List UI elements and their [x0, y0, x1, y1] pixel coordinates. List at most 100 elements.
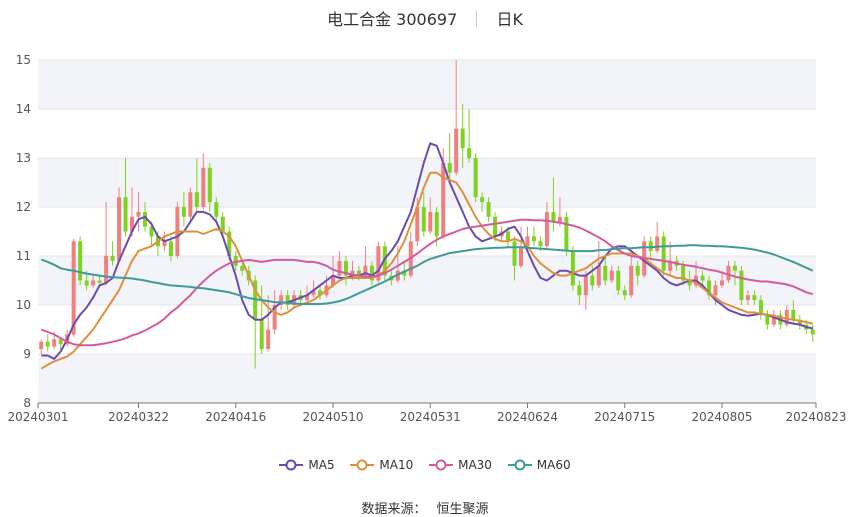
candle: [531, 226, 536, 247]
candle: [337, 251, 342, 279]
x-tick-label: 20240805: [691, 410, 752, 424]
candle-body: [123, 197, 128, 232]
candle: [480, 192, 485, 212]
candle-body: [343, 260, 348, 276]
candle-body: [590, 275, 595, 286]
candle-body: [142, 211, 147, 227]
candle: [71, 238, 76, 337]
candle-body: [473, 158, 478, 198]
candle-body: [752, 295, 757, 301]
candle: [318, 285, 323, 301]
y-tick-label: 9: [23, 347, 31, 361]
candle-body: [369, 265, 374, 281]
candle: [123, 158, 128, 237]
candle: [810, 324, 815, 342]
candle: [616, 265, 621, 296]
candle: [129, 187, 135, 237]
legend-item-ma30[interactable]: MA30: [429, 458, 492, 472]
legend-ma60-icon: [507, 459, 532, 471]
legend-label-ma60: MA60: [536, 458, 571, 472]
candle: [201, 153, 206, 210]
candle-body: [428, 211, 433, 232]
candle: [194, 158, 199, 212]
candle-body: [318, 290, 323, 296]
candle: [460, 104, 465, 168]
legend: MA5 MA10 MA30 MA60: [0, 458, 850, 474]
candle-body: [622, 290, 627, 296]
candle: [175, 202, 180, 259]
candle: [188, 187, 193, 222]
candle-body: [700, 275, 705, 281]
candle: [473, 153, 478, 203]
candle: [797, 314, 802, 330]
candle-body: [421, 207, 426, 232]
candle: [512, 236, 517, 281]
title-divider: [476, 11, 478, 27]
candle-body: [668, 260, 673, 271]
candle-body: [732, 265, 737, 271]
candle-body: [771, 314, 776, 325]
candle: [181, 192, 186, 227]
candle-body: [629, 265, 634, 296]
candle-body: [531, 236, 536, 242]
candle: [635, 260, 640, 286]
chart-title: 电工合金 300697 日K: [0, 6, 850, 30]
legend-item-ma60[interactable]: MA60: [507, 458, 571, 472]
candle: [655, 221, 660, 254]
candle-body: [91, 280, 96, 286]
ma-line-ma30: [40, 218, 814, 347]
candle: [104, 202, 109, 286]
candle: [421, 192, 426, 237]
candle-body: [635, 265, 640, 276]
candle-body: [117, 197, 122, 261]
candle-body: [266, 329, 271, 350]
legend-ma30-icon: [429, 459, 454, 471]
candle-body: [45, 341, 50, 347]
candle-body: [681, 265, 686, 281]
candle-body: [330, 275, 336, 286]
candle: [45, 334, 50, 352]
candle: [726, 260, 731, 283]
candle-body: [181, 207, 186, 217]
candle-body: [745, 295, 750, 301]
candle: [39, 339, 44, 354]
candle: [285, 290, 290, 310]
y-tick-label: 14: [16, 102, 31, 116]
candle-body: [758, 300, 763, 315]
candle: [110, 241, 115, 266]
candle-body: [311, 290, 316, 296]
candle: [447, 133, 452, 183]
candle-body: [58, 339, 63, 345]
candle-body: [188, 192, 193, 217]
y-tick-label: 13: [16, 151, 31, 165]
candle-body: [564, 216, 569, 252]
band: [38, 60, 816, 109]
candle-body: [285, 295, 290, 305]
candle-body: [661, 236, 666, 271]
candle-body: [447, 162, 452, 173]
candle-body: [214, 202, 219, 217]
candle-body: [713, 285, 718, 296]
candle: [752, 290, 757, 305]
candle: [168, 236, 173, 261]
candle: [330, 256, 336, 288]
candle: [583, 270, 588, 310]
candle-body: [52, 339, 57, 347]
candle: [544, 202, 549, 249]
ma-line-ma60: [40, 244, 814, 305]
candle-body: [467, 148, 472, 158]
candle-body: [525, 236, 530, 247]
moving-average-lines: [40, 142, 814, 370]
candle-body: [765, 314, 770, 325]
ma-line-ma5: [41, 142, 814, 360]
candle-body: [415, 207, 420, 242]
period-label[interactable]: 日K: [496, 10, 523, 29]
candle-body: [655, 236, 660, 252]
candle-body: [259, 319, 264, 350]
y-tick-label: 8: [23, 396, 31, 410]
candle-body: [201, 167, 206, 207]
legend-item-ma5[interactable]: MA5: [279, 458, 335, 472]
candle: [629, 256, 634, 298]
legend-item-ma10[interactable]: MA10: [350, 458, 413, 472]
candle-body: [506, 231, 511, 242]
